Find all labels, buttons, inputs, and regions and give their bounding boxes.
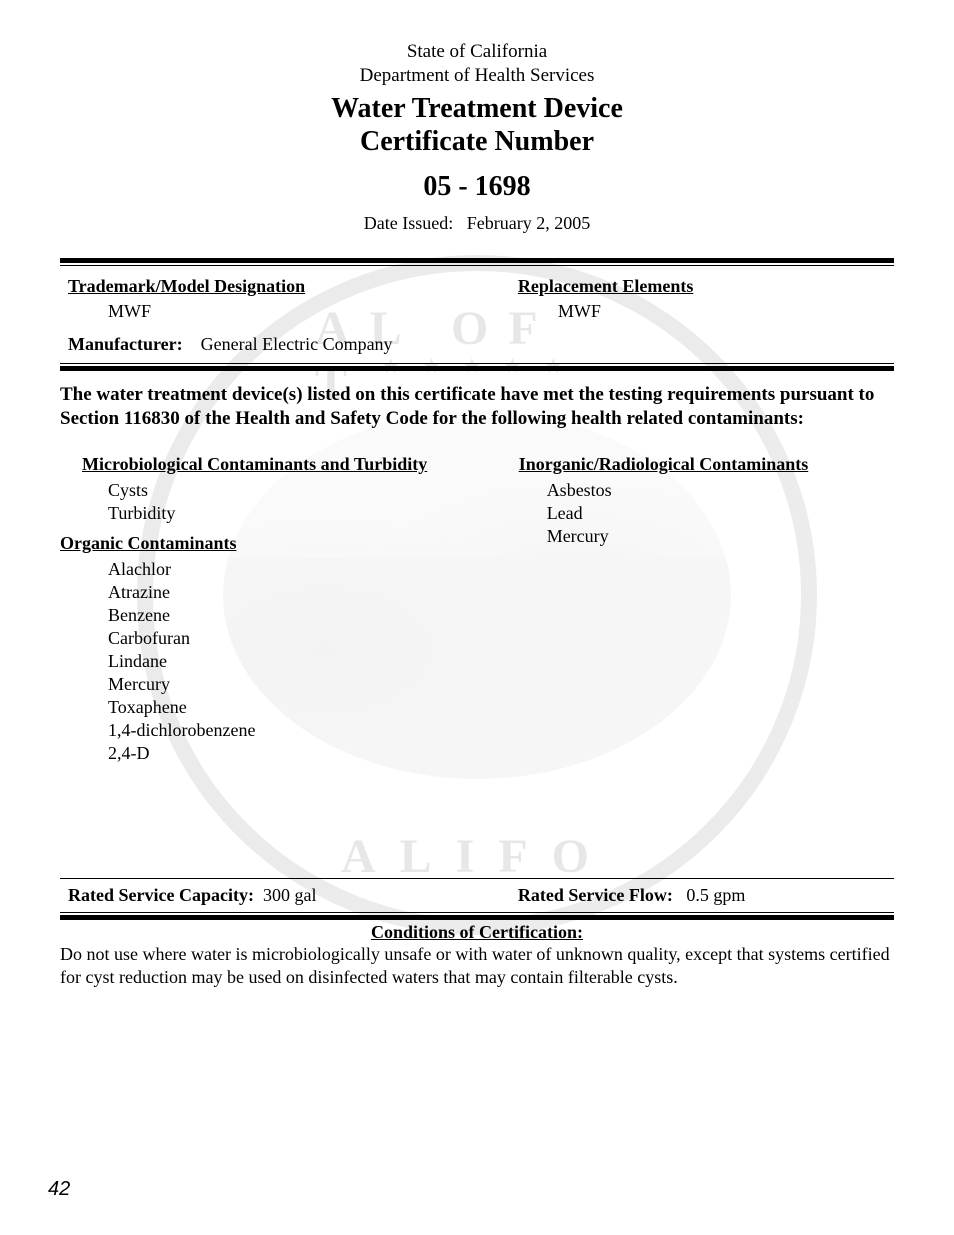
date-issued-label: Date Issued:: [364, 213, 453, 233]
replacement-label: Replacement Elements: [518, 276, 886, 297]
capacity-label: Rated Service Capacity:: [68, 885, 254, 905]
list-item: Asbestos: [547, 479, 894, 502]
list-item: Alachlor: [108, 558, 519, 581]
date-issued-value: February 2, 2005: [467, 213, 590, 233]
micro-list: Cysts Turbidity: [60, 479, 519, 525]
title-line-1: Water Treatment Device: [60, 92, 894, 126]
list-item: Turbidity: [108, 502, 519, 525]
divider-mid: [60, 363, 894, 371]
divider-bottom: [60, 912, 894, 920]
organic-heading: Organic Contaminants: [60, 533, 519, 554]
conditions-text: Do not use where water is microbiologica…: [60, 943, 894, 989]
divider-top: [60, 258, 894, 266]
certificate-number: 05 - 1698: [60, 171, 894, 203]
dept-line: Department of Health Services: [60, 64, 894, 88]
list-item: Carbofuran: [108, 627, 519, 650]
manufacturer-value: General Electric Company: [201, 334, 393, 354]
trademark-label: Trademark/Model Designation: [68, 276, 518, 297]
list-item: Benzene: [108, 604, 519, 627]
requirements-statement: The water treatment device(s) listed on …: [60, 383, 894, 432]
manufacturer-label: Manufacturer:: [68, 334, 183, 354]
inorganic-heading: Inorganic/Radiological Contaminants: [519, 454, 894, 475]
list-item: Mercury: [547, 525, 894, 548]
flow-label: Rated Service Flow:: [518, 885, 673, 905]
list-item: Atrazine: [108, 581, 519, 604]
list-item: 1,4-dichlorobenzene: [108, 719, 519, 742]
trademark-value: MWF: [68, 297, 518, 330]
date-issued: Date Issued: February 2, 2005: [60, 213, 894, 234]
replacement-value: MWF: [518, 297, 886, 330]
state-line: State of California: [60, 40, 894, 64]
organic-list: Alachlor Atrazine Benzene Carbofuran Lin…: [60, 558, 519, 765]
list-item: Toxaphene: [108, 696, 519, 719]
list-item: Mercury: [108, 673, 519, 696]
conditions-heading: Conditions of Certification:: [60, 922, 894, 943]
flow-value: 0.5 gpm: [686, 885, 745, 905]
page-number: 42: [48, 1178, 70, 1201]
title-line-2: Certificate Number: [60, 125, 894, 159]
micro-heading: Microbiological Contaminants and Turbidi…: [82, 454, 519, 475]
list-item: Cysts: [108, 479, 519, 502]
list-item: Lead: [547, 502, 894, 525]
capacity-value: 300 gal: [263, 885, 317, 905]
inorganic-list: Asbestos Lead Mercury: [519, 479, 894, 548]
list-item: 2,4-D: [108, 742, 519, 765]
list-item: Lindane: [108, 650, 519, 673]
